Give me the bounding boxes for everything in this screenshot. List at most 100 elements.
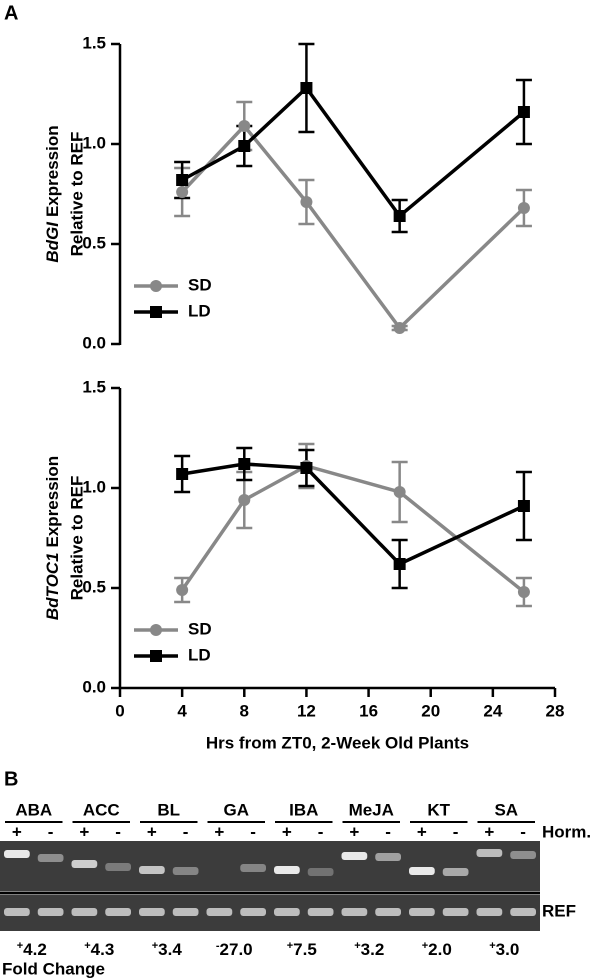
panel-label: B (4, 768, 18, 790)
x-tick-label: 16 (359, 701, 378, 720)
treatment-sign: + (349, 822, 359, 841)
y-axis-label: Relative to REF (67, 476, 86, 601)
reference-band (341, 908, 368, 916)
y-tick-label: 1.5 (82, 377, 106, 396)
fold-change: +3.4 (152, 940, 183, 960)
treatment-sign: - (115, 822, 121, 841)
treatment-sign: + (214, 822, 224, 841)
gel-band (375, 853, 401, 861)
gel-band (4, 850, 30, 858)
fold-change: +3.2 (354, 940, 384, 960)
legend-label: SD (188, 275, 212, 294)
hormone-label: GA (224, 800, 250, 819)
hormone-label: BL (157, 800, 180, 819)
fold-value: 4.2 (23, 940, 47, 959)
fold-sign: + (152, 940, 158, 952)
hormone-label: IBA (289, 800, 318, 819)
y-tick-label: 0.5 (82, 577, 106, 596)
legend-label: LD (188, 301, 211, 320)
row-label: REF (542, 901, 576, 920)
y-tick-label: 0.0 (82, 333, 106, 352)
reference-band (442, 908, 469, 916)
y-axis-label: Relative to REF (67, 132, 86, 257)
y-tick-label: 1.0 (82, 133, 106, 152)
legend-label: SD (188, 619, 212, 638)
gel-band (139, 866, 165, 874)
fold-change: +7.5 (287, 940, 317, 960)
data-point (517, 106, 530, 118)
x-tick-label: 28 (546, 701, 565, 720)
data-point (300, 196, 313, 208)
reference-band (105, 908, 131, 916)
gel-band (307, 868, 334, 876)
fold-sign: - (216, 940, 220, 952)
data-point (393, 486, 406, 498)
fold-change: +4.2 (17, 940, 47, 960)
gel-band (37, 854, 64, 862)
fold-change: -27.0 (216, 940, 253, 960)
legend-marker (150, 650, 162, 662)
data-point (300, 462, 313, 474)
gel-band (172, 867, 199, 875)
fold-value: 3.0 (496, 940, 520, 959)
fold-value: 4.3 (91, 940, 115, 959)
row-label: Horm. (542, 822, 591, 841)
treatment-sign: - (520, 822, 526, 841)
data-point (238, 120, 251, 132)
treatment-sign: + (282, 822, 292, 841)
reference-band (375, 908, 401, 916)
reference-band (206, 908, 233, 916)
y-tick-label: 1.0 (82, 477, 106, 496)
data-point (517, 202, 530, 214)
hormone-label: KT (427, 800, 450, 819)
treatment-sign: - (453, 822, 459, 841)
gel-band (510, 851, 536, 859)
x-tick-label: 20 (421, 701, 440, 720)
fold-sign: + (489, 940, 495, 952)
gel-band (274, 866, 300, 874)
data-point (176, 186, 189, 198)
x-tick-label: 8 (240, 701, 249, 720)
gel-band (442, 868, 469, 876)
fold-value: 3.4 (158, 940, 182, 959)
gel-band (71, 860, 98, 868)
gel-band (409, 867, 435, 875)
hormone-label: MeJA (349, 800, 394, 819)
y-label-text: Expression (43, 125, 62, 217)
reference-band (510, 908, 536, 916)
treatment-sign: + (417, 822, 427, 841)
fold-value: 3.2 (361, 940, 385, 959)
fold-change: +2.0 (422, 940, 452, 960)
series-line (181, 85, 526, 219)
treatment-sign: - (250, 822, 256, 841)
fold-sign: + (422, 940, 428, 952)
fold-change-title: Fold Change (2, 959, 105, 978)
reference-band (71, 908, 98, 916)
gel-band (240, 864, 266, 872)
y-axis-label: BdGI Expression (43, 125, 62, 262)
legend-marker (150, 306, 162, 318)
data-point (176, 584, 189, 596)
data-point (238, 494, 251, 506)
fold-value: 7.5 (293, 940, 317, 959)
reference-band (307, 908, 334, 916)
fold-sign: + (17, 940, 23, 952)
treatment-sign: + (147, 822, 157, 841)
reference-band (139, 908, 165, 916)
data-point (176, 468, 189, 480)
reference-band (37, 908, 64, 916)
data-point (517, 586, 530, 598)
x-tick-label: 0 (115, 701, 124, 720)
fold-change: +3.0 (489, 940, 519, 960)
fold-sign: + (287, 940, 293, 952)
legend-marker (150, 624, 162, 636)
x-tick-label: 4 (177, 701, 187, 720)
fold-change: +4.3 (84, 940, 114, 960)
x-tick-label: 24 (483, 701, 502, 720)
reference-band (274, 908, 300, 916)
data-point (393, 322, 406, 334)
data-point (300, 82, 313, 94)
x-axis-label: Hrs from ZT0, 2-Week Old Plants (206, 733, 469, 752)
data-point (176, 174, 189, 186)
